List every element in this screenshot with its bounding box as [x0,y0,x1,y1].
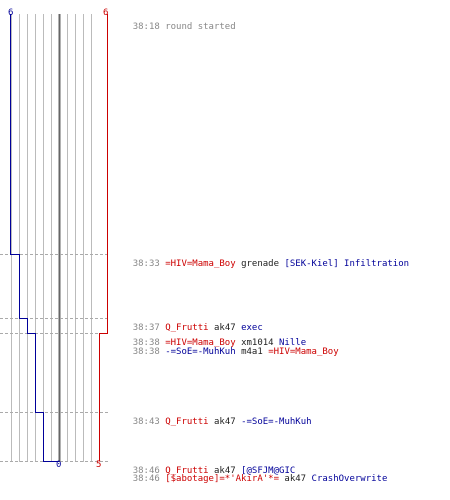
event-row: 38:18 round started [111,12,236,42]
team-b-start-score: 6 [103,8,109,18]
event-weapon: m4a1 [241,347,263,357]
event-weapon: ak47 [213,323,236,333]
event-weapon: ak47 [213,417,236,427]
event-victim: CrashOverwrite [311,474,388,484]
event-victim: -=SoE=-MuhKuh [241,417,312,427]
event-time: 38:43 [132,417,160,427]
event-time: 38:38 [132,338,160,348]
event-time: 38:33 [132,259,160,269]
team-a-start-score: 6 [8,8,14,18]
event-row: 38:37 Q_Frutti ak47 exec [111,313,263,343]
event-victim: exec [241,323,263,333]
event-killer: Q_Frutti [165,323,209,333]
event-killer: [$abotage]=*'AkirA'*= [165,474,279,484]
event-time: 38:46 [132,466,160,476]
event-row: 38:46 Q_Frutti ak47 [@SFJM@GIC [111,456,296,486]
event-time: 38:37 [132,323,160,333]
event-row: 38:38 =HIV=Mama_Boy xm1014 Nille [111,328,306,358]
event-weapon: xm1014 [241,338,274,348]
event-weapon: ak47 [284,474,307,484]
team-a-end-score: 0 [56,460,62,470]
event-killer: =HIV=Mama_Boy [165,338,236,348]
event-victim: [SEK-Kiel] Infiltration [284,259,410,269]
event-victim: Nille [279,338,307,348]
team-b-end-score: 5 [96,460,102,470]
event-weapon: grenade [241,259,280,269]
event-victim: [@SFJM@GIC [241,466,296,476]
event-time: 38:38 [132,347,160,357]
event-killer: Q_Frutti [165,466,209,476]
team-b-score-line [99,14,108,462]
event-row: 38:38 -=SoE=-MuhKuh m4a1 =HIV=Mama_Boy [111,337,339,367]
event-row: 38:43 Q_Frutti ak47 -=SoE=-MuhKuh [111,407,312,437]
event-weapon: ak47 [213,466,236,476]
event-killer: =HIV=Mama_Boy [165,259,236,269]
event-row: 38:46 [$abotage]=*'AkirA'*= ak47 CrashOv… [111,464,388,494]
event-killer: Q_Frutti [165,417,209,427]
event-row: 38:33 =HIV=Mama_Boy grenade [SEK-Kiel] I… [111,249,409,279]
event-note: round started [165,22,236,32]
team-a-score-line [10,14,59,462]
event-time: 38:18 [132,22,160,32]
event-victim: =HIV=Mama_Boy [268,347,339,357]
event-killer: -=SoE=-MuhKuh [165,347,236,357]
event-time: 38:46 [132,474,160,484]
